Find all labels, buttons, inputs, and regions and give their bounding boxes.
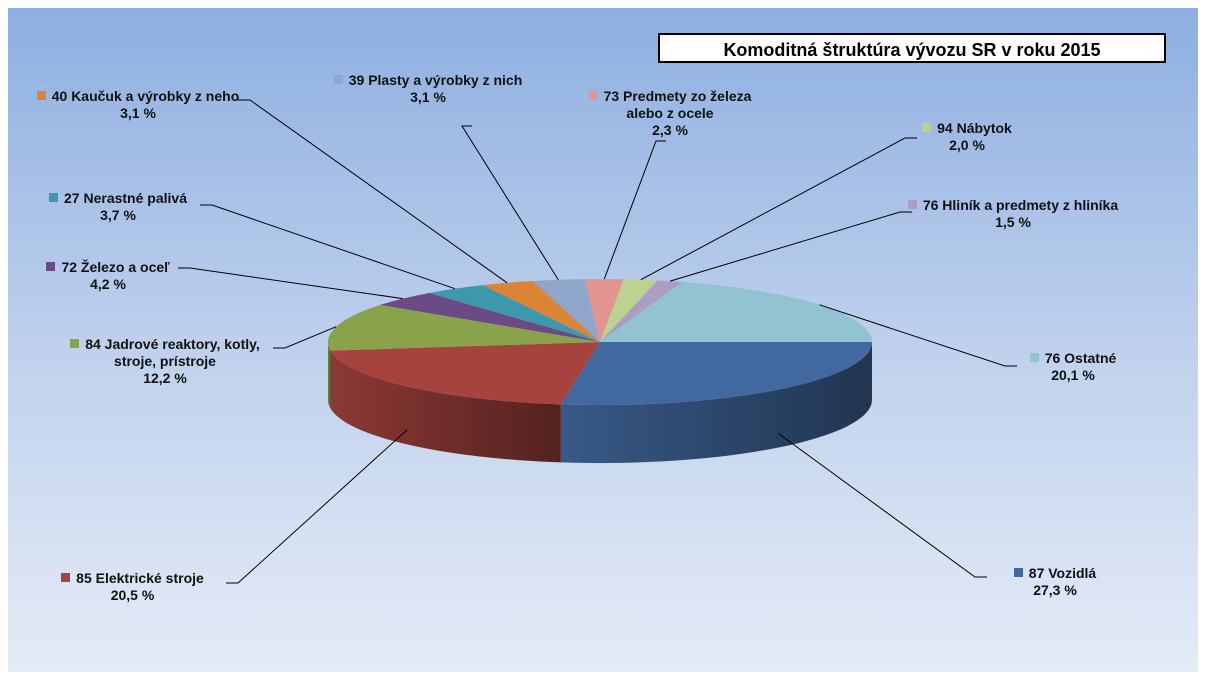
label-name-row: 87 Vozidlá xyxy=(985,565,1125,582)
label-name-row: 72 Železo a oceľ xyxy=(18,259,198,276)
category-label: 94 Nábytok xyxy=(937,120,1012,136)
legend-swatch xyxy=(70,339,80,348)
leader-line xyxy=(238,99,508,284)
leader-line xyxy=(226,429,408,584)
data-label: 27 Nerastné palivá 3,7 % xyxy=(18,190,218,224)
category-label: 84 Jadrové reaktory, kotly, stroje, prís… xyxy=(85,336,260,369)
slice xyxy=(600,279,658,342)
value-label: 3,1 % xyxy=(120,105,156,121)
legend-swatch xyxy=(46,262,56,271)
category-label: 85 Elektrické stroje xyxy=(76,570,204,586)
category-label: 76 Hliník a predmety z hliníka xyxy=(922,197,1119,213)
slice xyxy=(600,280,683,342)
value-label: 20,1 % xyxy=(1051,367,1095,383)
label-name-row: 84 Jadrové reaktory, kotly, stroje, prís… xyxy=(55,336,275,370)
category-label: 39 Plasty a výrobky z nich xyxy=(348,72,523,88)
value-label: 1,5 % xyxy=(995,214,1031,230)
leader-line xyxy=(640,137,917,281)
leader-line xyxy=(669,211,912,282)
slice xyxy=(429,285,600,342)
value-label: 3,1 % xyxy=(410,89,446,105)
legend-swatch xyxy=(907,200,917,209)
data-label: 40 Kaučuk a výrobky z neho 3,1 % xyxy=(18,88,258,122)
legend-swatch xyxy=(36,91,46,100)
slice xyxy=(482,280,600,342)
legend-swatch xyxy=(49,193,59,202)
category-label: 76 Ostatné xyxy=(1044,350,1117,366)
legend-swatch xyxy=(588,91,598,100)
legend-swatch xyxy=(61,573,71,582)
label-name-row: 76 Hliník a predmety z hliníka xyxy=(906,197,1120,214)
leader-line xyxy=(461,125,559,281)
value-label: 27,3 % xyxy=(1033,582,1077,598)
category-label: 72 Železo a oceľ xyxy=(61,259,170,275)
leader-line xyxy=(200,204,456,290)
chart-title: Komoditná štruktúra vývozu SR v roku 201… xyxy=(658,33,1166,63)
data-label: 84 Jadrové reaktory, kotly, stroje, prís… xyxy=(55,336,275,387)
category-label: 40 Kaučuk a výrobky z neho xyxy=(51,88,240,104)
leader-line xyxy=(603,140,666,280)
leader-line xyxy=(819,304,1017,367)
value-label: 4,2 % xyxy=(90,276,126,292)
slice-side xyxy=(560,342,872,463)
slice xyxy=(328,304,600,351)
legend-swatch xyxy=(922,123,932,132)
legend-swatch xyxy=(1029,353,1039,362)
value-label: 2,0 % xyxy=(949,137,985,153)
label-name-row: 85 Elektrické stroje xyxy=(25,570,240,587)
data-label: 39 Plasty a výrobky z nich 3,1 % xyxy=(318,72,538,106)
data-label: 76 Ostatné 20,1 % xyxy=(1018,350,1128,384)
slice xyxy=(379,292,600,342)
slice-side xyxy=(330,350,561,463)
data-label: 73 Predmety zo železa alebo z ocele 2,3 % xyxy=(570,88,770,139)
label-name-row: 40 Kaučuk a výrobky z neho xyxy=(18,88,258,105)
value-label: 2,3 % xyxy=(652,122,688,138)
slice xyxy=(560,342,872,405)
label-name-row: 76 Ostatné xyxy=(1018,350,1128,367)
label-name-row: 73 Predmety zo železa alebo z ocele xyxy=(570,88,770,122)
slice-side xyxy=(328,342,331,409)
label-name-row: 27 Nerastné palivá xyxy=(18,190,218,207)
legend-swatch xyxy=(1013,568,1023,577)
leader-line xyxy=(777,432,987,578)
leader-line xyxy=(178,267,403,300)
category-label: 87 Vozidlá xyxy=(1028,565,1097,581)
slice xyxy=(330,342,600,405)
data-label: 76 Hliník a predmety z hliníka 1,5 % xyxy=(906,197,1120,231)
leader-line xyxy=(273,326,337,349)
label-name-row: 39 Plasty a výrobky z nich xyxy=(318,72,538,89)
data-label: 72 Železo a oceľ 4,2 % xyxy=(18,259,198,293)
slice xyxy=(532,279,600,342)
category-label: 73 Predmety zo železa alebo z ocele xyxy=(603,88,752,121)
value-label: 12,2 % xyxy=(143,370,187,386)
data-label: 87 Vozidlá 27,3 % xyxy=(985,565,1125,599)
data-label: 85 Elektrické stroje 20,5 % xyxy=(25,570,240,604)
value-label: 3,7 % xyxy=(100,207,136,223)
legend-swatch xyxy=(333,75,343,84)
slice xyxy=(584,279,624,342)
category-label: 27 Nerastné palivá xyxy=(64,190,187,206)
value-label: 20,5 % xyxy=(110,587,155,603)
data-label: 94 Nábytok 2,0 % xyxy=(912,120,1022,154)
slice xyxy=(600,281,872,342)
label-name-row: 94 Nábytok xyxy=(912,120,1022,137)
